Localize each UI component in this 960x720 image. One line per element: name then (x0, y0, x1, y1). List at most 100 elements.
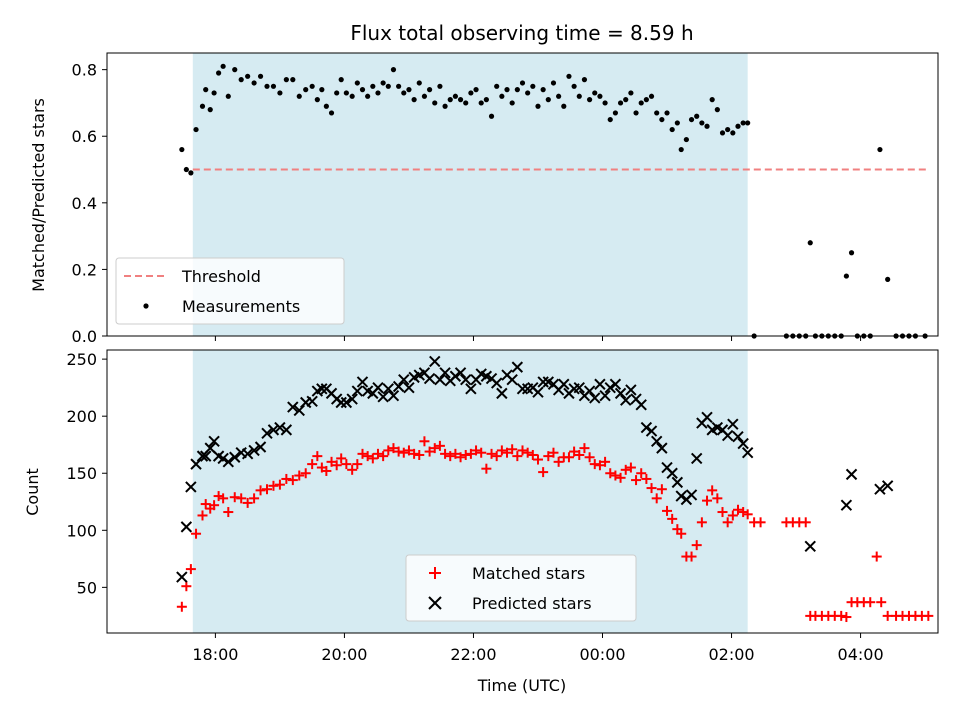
predicted-star-point (620, 394, 632, 406)
measurement-point (633, 110, 639, 116)
measurement-point (807, 240, 813, 246)
measurement-point (623, 97, 629, 103)
predicted-star-point (721, 429, 734, 442)
threshold-legend-label: Threshold (181, 267, 261, 286)
predicted-star-point (254, 441, 267, 453)
matched-star-point (352, 459, 363, 470)
matched-star-point (686, 551, 697, 562)
measurement-point (207, 107, 213, 113)
matched-star-point (409, 448, 420, 459)
predicted-star-point (190, 458, 202, 470)
measurement-point (648, 93, 655, 99)
matched-star-point (191, 528, 202, 539)
measurement-point (319, 87, 325, 93)
x-tick-label: 18:00 (192, 645, 238, 664)
matched-star-point (507, 444, 518, 455)
matched-star-point (600, 456, 611, 467)
measurement-point (688, 116, 695, 123)
bottom-y-axis-label: Count (23, 468, 42, 516)
measurement-point (390, 67, 397, 73)
predicted-star-point (685, 489, 698, 501)
predicted-star-point (625, 384, 637, 396)
measurement-point (385, 83, 391, 89)
matched-star-point (651, 493, 662, 504)
matched-star-point (383, 445, 394, 456)
measurement-point (238, 77, 244, 83)
bottom-panel: 50 100 150 200 250 18:00 20:00 22:00 00:00 02:00… (23, 349, 939, 695)
measurement-point (581, 77, 588, 83)
measurement-point (678, 146, 684, 153)
predicted-legend-label: Predicted stars (472, 594, 592, 613)
matched-star-point (307, 459, 318, 470)
measurement-point (203, 87, 209, 93)
matched-star-point (181, 581, 192, 592)
matched-star-point (321, 465, 332, 476)
matched-star-point (197, 510, 208, 521)
matched-star-point (696, 517, 707, 528)
predicted-star-point (248, 444, 260, 457)
measurement-point (188, 170, 194, 176)
bottom-y-tick-label: 200 (66, 407, 97, 426)
predicted-star-point (293, 404, 305, 417)
measurement-point (283, 77, 289, 83)
measurement-point (277, 90, 283, 96)
measurement-point (220, 63, 226, 69)
bottom-legend-box (405, 554, 637, 622)
predicted-star-point (261, 427, 273, 440)
matched-star-point (460, 449, 471, 460)
measurement-point (714, 107, 720, 113)
matched-star-point (185, 564, 196, 575)
matched-star-point (341, 459, 352, 470)
matched-star-point (424, 446, 435, 457)
x-tick-label: 00:00 (579, 645, 625, 664)
predicted-star-point (609, 378, 622, 390)
matched-star-point (732, 504, 743, 515)
measurement-point (478, 100, 484, 106)
matched-star-point (213, 491, 224, 502)
matched-stars-series (176, 436, 934, 623)
top-legend: Threshold Measurements (115, 257, 345, 325)
matched-star-point (200, 499, 211, 510)
matched-star-point (574, 449, 585, 460)
predicted-star-point (881, 480, 894, 492)
measurement-point (730, 130, 736, 136)
measurement-point (704, 123, 710, 129)
predicted-star-point (454, 367, 467, 379)
matched-star-point (287, 475, 298, 486)
predicted-star-point (741, 446, 754, 459)
matched-star-point (347, 464, 358, 475)
predicted-star-point (267, 424, 280, 436)
x-axis-label: Time (UTC) (477, 676, 566, 695)
predicted-star-point (287, 401, 299, 413)
predicted-star-point (594, 378, 606, 390)
matched-star-point (496, 445, 507, 456)
matched-star-point (236, 493, 247, 504)
predicted-star-point (222, 456, 235, 468)
matched-legend-label: Matched stars (472, 564, 585, 583)
matched-star-point (372, 448, 383, 459)
matched-star-point (662, 505, 673, 516)
matched-star-point (636, 468, 647, 479)
matched-star-point (667, 513, 678, 524)
predicted-star-point (423, 372, 436, 385)
top-y-tick-label: 0.0 (72, 327, 97, 346)
measurement-point (354, 80, 360, 86)
matched-star-point (262, 484, 273, 495)
matched-star-point (646, 483, 657, 494)
matched-star-point (548, 447, 559, 458)
measurement-point (540, 87, 546, 93)
predicted-star-point (516, 383, 529, 395)
predicted-star-point (434, 373, 446, 386)
measurements-legend-marker (143, 303, 149, 309)
measurement-point (432, 100, 438, 106)
measurement-point (530, 83, 536, 89)
measurement-point (745, 120, 751, 126)
matched-star-point (707, 485, 718, 496)
matched-star-point (176, 601, 187, 612)
predicted-star-point (274, 421, 286, 434)
measurement-point (179, 146, 185, 153)
predicted-legend-marker (428, 596, 442, 610)
measurement-point (885, 276, 891, 282)
predicted-star-point (532, 386, 544, 398)
matched-star-point (755, 517, 766, 528)
